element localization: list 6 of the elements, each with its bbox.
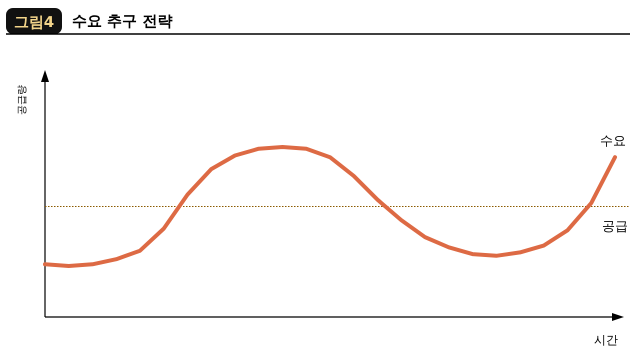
x-axis-title: 시간 (594, 333, 618, 347)
series-label: 수요 (600, 134, 626, 150)
chart-title: 수요 추구 전략 (72, 12, 172, 30)
y-axis-title: 공급량 (17, 85, 28, 115)
ref-line-label: 공급 (602, 220, 628, 234)
caption: 그림4 (14, 13, 54, 31)
